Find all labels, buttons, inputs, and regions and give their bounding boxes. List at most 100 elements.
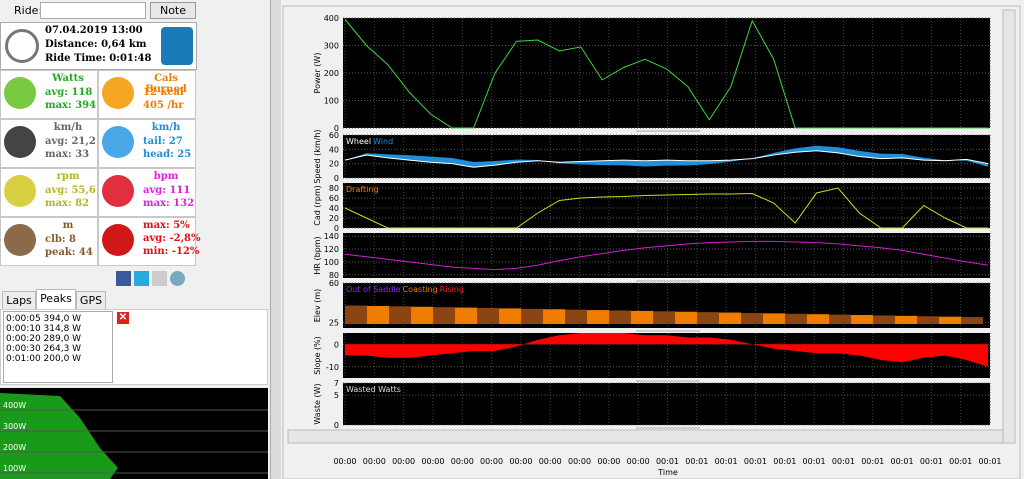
- legend-label: Coasting: [403, 285, 438, 294]
- stat-line: avg: 111: [143, 185, 191, 196]
- elev-segment: [895, 315, 917, 324]
- stat-icon: [102, 77, 134, 109]
- y-tick-label: 5: [334, 391, 339, 400]
- data-line: [344, 240, 989, 271]
- x-tick-label: 00:01: [949, 457, 972, 466]
- stat-icon: [4, 175, 36, 207]
- y-tick-label: 200: [324, 69, 339, 78]
- stat-cell: bpm avg: 111 max: 132: [98, 168, 196, 217]
- stat-line: avg: 55,6: [45, 185, 96, 196]
- y-axis-title: Power (W): [313, 53, 322, 94]
- y-tick-label: 80: [329, 184, 339, 193]
- stat-cell: max: 5% avg: -2,8% min: -12%: [98, 217, 201, 266]
- x-tick-label: 00:01: [744, 457, 767, 466]
- y-tick-label: 0: [334, 421, 339, 430]
- tab[interactable]: GPS: [76, 291, 106, 309]
- ride-input[interactable]: [40, 2, 146, 19]
- elev-segment: [521, 308, 543, 324]
- elev-segment: [543, 309, 565, 324]
- y-axis-title: Slope (%): [313, 336, 322, 375]
- elev-segment: [389, 306, 411, 324]
- mini-y-tick-label: 100W: [3, 464, 26, 473]
- data-line: [344, 19, 988, 129]
- y-tick-label: 0: [334, 124, 339, 133]
- y-tick-label: 60: [329, 194, 339, 203]
- y-tick-label: -10: [326, 363, 339, 372]
- x-axis-title: Time: [657, 468, 678, 477]
- x-tick-label: 00:00: [421, 457, 444, 466]
- stat-cell: km/h avg: 21,2 max: 33: [0, 119, 98, 168]
- elev-segment: [411, 306, 433, 324]
- stat-title: Watts: [52, 73, 84, 84]
- summary-box: 07.04.2019 13:00 Distance: 0,64 km Ride …: [0, 22, 197, 70]
- stat-title: km/h: [151, 122, 181, 133]
- stat-title: km/h: [53, 122, 83, 133]
- web-icon[interactable]: [170, 271, 185, 286]
- peak-row: 0:01:00 200,0 W: [6, 354, 82, 364]
- x-tick-label: 00:00: [539, 457, 562, 466]
- stat-title: bpm: [153, 171, 179, 182]
- stat-line: 405 /hr: [143, 100, 184, 111]
- x-tick-label: 00:00: [333, 457, 356, 466]
- y-tick-label: 100: [324, 97, 339, 106]
- delete-button[interactable]: ✕: [117, 312, 129, 324]
- x-tick-label: 00:00: [480, 457, 503, 466]
- scrollbar-vertical[interactable]: [1002, 9, 1016, 444]
- x-tick-label: 00:01: [773, 457, 796, 466]
- elev-segment: [587, 310, 609, 324]
- scrollbar[interactable]: [287, 429, 1004, 444]
- stat-line: peak: 44: [45, 247, 93, 258]
- stat-line: tail: 27: [143, 136, 183, 147]
- twitter-icon[interactable]: [134, 271, 149, 286]
- elev-segment: [499, 308, 521, 324]
- y-tick-label: 400: [324, 14, 339, 23]
- stat-line: clb: 8: [45, 234, 77, 245]
- facebook-icon[interactable]: [116, 271, 131, 286]
- stopwatch-icon: [5, 29, 39, 63]
- stat-line: avg: 21,2: [45, 136, 96, 147]
- stat-line: min: -12%: [143, 246, 200, 257]
- x-tick-label: 00:00: [509, 457, 532, 466]
- y-tick-label: 60: [329, 131, 339, 140]
- x-tick-label: 00:01: [920, 457, 943, 466]
- y-tick-label: 80: [329, 271, 339, 280]
- elev-segment: [719, 312, 741, 324]
- tab[interactable]: Peaks: [36, 289, 76, 310]
- stat-icon: [4, 126, 36, 158]
- mini-y-tick-label: 400W: [3, 401, 26, 410]
- x-tick-label: 00:00: [627, 457, 650, 466]
- mini-y-tick-label: 300W: [3, 422, 26, 431]
- plot-bg: [343, 18, 990, 128]
- stat-line: 12 kcal: [143, 87, 184, 98]
- elev-segment: [873, 315, 895, 324]
- x-tick-label: 00:01: [891, 457, 914, 466]
- stat-icon: [4, 224, 36, 256]
- mail-icon[interactable]: [152, 271, 167, 286]
- y-tick-label: 25: [329, 318, 339, 327]
- stat-line: max: 132: [143, 198, 195, 209]
- y-tick-label: 40: [329, 204, 339, 213]
- mini-y-tick-label: 200W: [3, 443, 26, 452]
- info-icon[interactable]: [161, 27, 193, 65]
- wind-area: [345, 145, 988, 168]
- x-tick-label: 00:00: [451, 457, 474, 466]
- tab[interactable]: Laps: [2, 291, 36, 309]
- stat-cell: Cals Burned 12 kcal 405 /hr: [98, 70, 196, 119]
- peaks-list[interactable]: 0:00:05 394,0 W 0:00:10 314,8 W 0:00:20 28…: [3, 311, 113, 383]
- elev-segment: [345, 305, 367, 324]
- stat-line: max: 394: [45, 100, 97, 111]
- plot-bg: [343, 183, 990, 228]
- splitter[interactable]: [270, 0, 281, 479]
- elev-segment: [697, 312, 719, 324]
- y-tick-label: 0: [334, 340, 339, 349]
- elev-segment: [939, 316, 961, 324]
- elev-segment: [609, 310, 631, 324]
- ride-distance: Distance: 0,64 km: [45, 39, 147, 50]
- elev-segment: [631, 310, 653, 324]
- y-tick-label: 20: [329, 160, 339, 169]
- x-tick-label: 00:01: [715, 457, 738, 466]
- note-button[interactable]: Note: [150, 2, 196, 19]
- stat-line: max: 82: [45, 198, 90, 209]
- y-axis-title: Cad (rpm): [313, 185, 322, 226]
- plot-bg: [343, 233, 990, 278]
